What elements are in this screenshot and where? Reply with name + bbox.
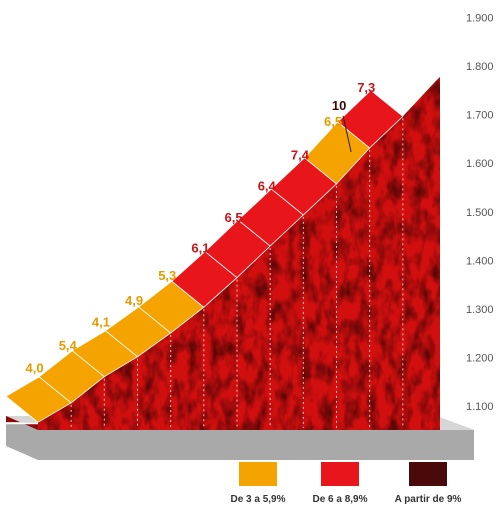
y-tick-label: 1.500: [466, 207, 494, 219]
annotation-pointer: [342, 115, 352, 152]
y-tick-label: 1.400: [466, 255, 494, 267]
gradient-label: 4,9: [125, 293, 143, 308]
legend-label-red: De 6 a 8,9%: [312, 494, 368, 505]
legend-swatch-red: [321, 462, 359, 486]
legend: De 3 a 5,9% De 6 a 8,9% A partir de 9%: [0, 462, 500, 508]
annotation-label: 10: [332, 98, 346, 113]
legend-label-dark: A partir de 9%: [394, 494, 462, 505]
gradient-label: 4,0: [26, 361, 44, 376]
gradient-label: 6,1: [191, 240, 209, 255]
gradient-label: 6,5: [225, 210, 243, 225]
altitude-axis: 1.100 1.200 1.300 1.400 1.500 1.600 1.700 1.800…: [466, 13, 494, 413]
legend-swatch-dark: [409, 462, 447, 486]
y-tick-label: 1.300: [466, 304, 494, 316]
legend-item-red: De 6 a 8,9%: [285, 462, 395, 507]
gradient-bands: [5, 89, 404, 425]
legend-label-orange: De 3 a 5,9%: [230, 494, 286, 505]
km-dividers: [70, 118, 404, 428]
gradient-band: [337, 89, 404, 149]
rock-texture-overlay: [38, 76, 440, 431]
legend-item-dark: A partir de 9%: [373, 462, 483, 507]
gradient-label: 5,3: [158, 268, 176, 283]
y-tick-label: 1.600: [466, 158, 494, 170]
y-tick-label: 1.700: [466, 110, 494, 122]
gradient-label: 7,3: [357, 80, 375, 95]
y-tick-label: 1.800: [466, 61, 494, 73]
legend-item-orange: De 3 a 5,9%: [203, 462, 313, 507]
gradient-label: 5,4: [59, 338, 78, 353]
gradient-labels: 4,0 5,4 4,1 4,9 5,3 6,1 6,5 6,4 7,4 6,5 7,3: [26, 80, 376, 375]
gradient-label: 6,5: [324, 114, 342, 129]
y-tick-label: 1.200: [466, 352, 494, 364]
annotations: 10: [332, 98, 352, 152]
y-tick-label: 1.900: [466, 13, 494, 25]
gradient-label: 4,1: [92, 315, 110, 330]
ridge-edge: [6, 422, 38, 425]
y-tick-label: 1.100: [466, 401, 494, 413]
gradient-label: 7,4: [291, 147, 310, 162]
gradient-label: 6,4: [258, 178, 277, 193]
legend-swatch-orange: [239, 462, 277, 486]
rock-texture: [38, 76, 440, 431]
